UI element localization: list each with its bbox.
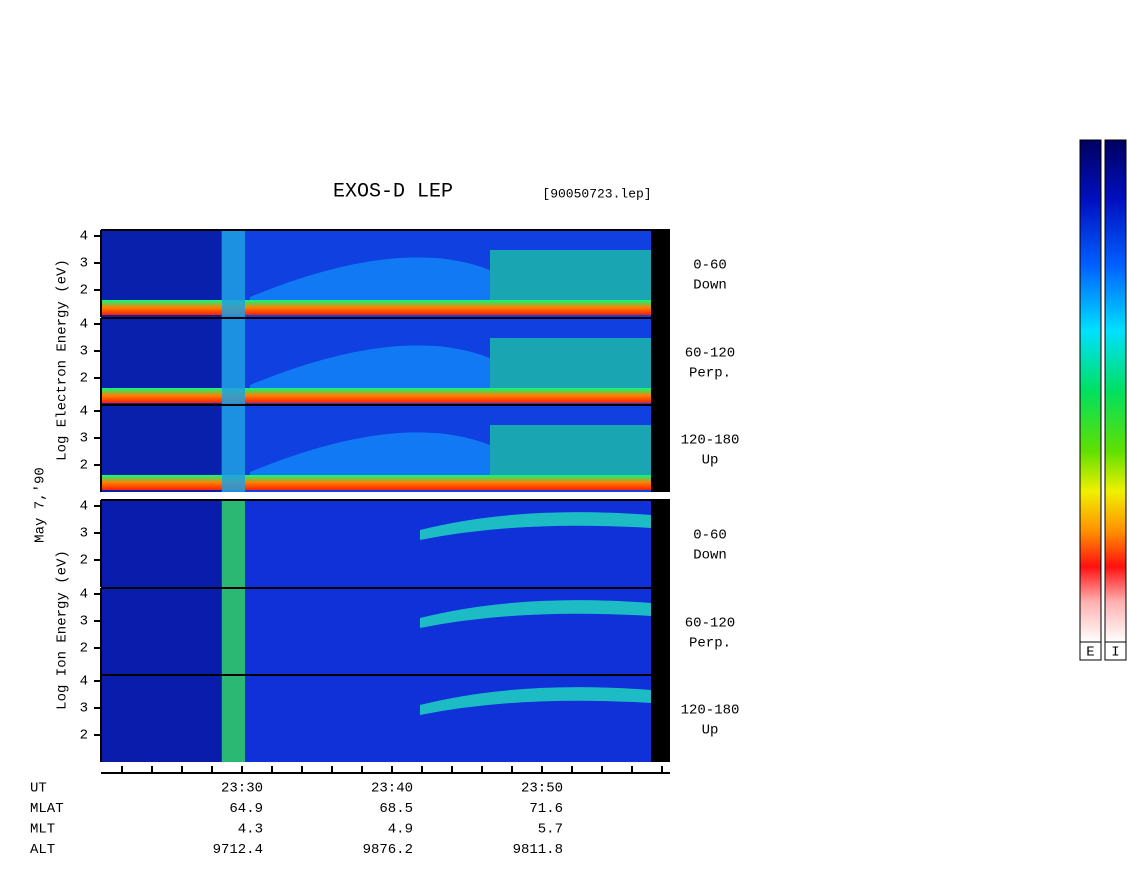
flux-region xyxy=(490,250,651,307)
energy-tick-label: 4 xyxy=(80,587,88,603)
angle-label: 60-120 xyxy=(685,346,735,362)
colorbar-label-box xyxy=(1079,641,1102,661)
energy-tick-label: 2 xyxy=(80,553,88,569)
angle-label: 0-60 xyxy=(693,258,727,274)
stripe xyxy=(222,675,245,762)
panel-dark xyxy=(101,675,221,762)
flux-region xyxy=(420,600,651,628)
energy-tick-label: 2 xyxy=(80,641,88,657)
date: May 7,'90 xyxy=(33,467,49,543)
row-value: 9811.8 xyxy=(513,842,563,858)
stripe xyxy=(222,230,245,317)
low-energy-band xyxy=(101,300,651,315)
row-value: 68.5 xyxy=(379,801,413,817)
stripe xyxy=(222,405,245,492)
row-label: MLT xyxy=(30,822,55,838)
blank-region xyxy=(651,230,670,317)
row-label: MLAT xyxy=(30,801,64,817)
direction-label: Up xyxy=(702,723,719,739)
direction-label: Down xyxy=(693,278,727,294)
colorbar xyxy=(1104,139,1127,643)
title: EXOS-D LEP xyxy=(333,180,453,203)
panel-dark xyxy=(101,588,221,675)
electron-axis-label: Log Electron Energy (eV) xyxy=(55,259,71,461)
direction-label: Perp. xyxy=(689,366,731,382)
row-value: 5.7 xyxy=(538,822,563,838)
energy-tick-label: 3 xyxy=(80,431,88,447)
blank-region xyxy=(651,500,670,587)
angle-label: 0-60 xyxy=(693,528,727,544)
direction-label: Down xyxy=(693,548,727,564)
stripe xyxy=(222,588,245,675)
file-name: [90050723.lep] xyxy=(542,186,651,201)
energy-tick-label: 2 xyxy=(80,458,88,474)
low-energy-band xyxy=(101,388,651,403)
row-value: 4.9 xyxy=(388,822,413,838)
blank-region xyxy=(651,318,670,405)
energy-tick-label: 2 xyxy=(80,728,88,744)
blank-region xyxy=(651,588,670,675)
direction-label: Up xyxy=(702,453,719,469)
energy-tick-label: 3 xyxy=(80,256,88,272)
stripe xyxy=(222,500,245,587)
energy-tick-label: 3 xyxy=(80,344,88,360)
flux-region xyxy=(490,338,651,395)
row-value: 64.9 xyxy=(229,801,263,817)
ion-axis-label: Log Ion Energy (eV) xyxy=(55,550,71,710)
colorbar xyxy=(1079,139,1102,643)
angle-label: 120-180 xyxy=(681,703,740,719)
row-value: 9876.2 xyxy=(363,842,413,858)
angle-label: 120-180 xyxy=(681,433,740,449)
row-value: 71.6 xyxy=(529,801,563,817)
energy-tick-label: 4 xyxy=(80,499,88,515)
row-value: 4.3 xyxy=(238,822,263,838)
colorbar-label-box xyxy=(1104,641,1127,661)
blank-region xyxy=(651,675,670,762)
low-energy-band xyxy=(101,475,651,490)
colorbar-label: E xyxy=(1086,645,1094,661)
stripe xyxy=(222,318,245,405)
flux-region xyxy=(420,687,651,715)
row-value: 23:50 xyxy=(521,781,563,797)
energy-tick-label: 4 xyxy=(80,404,88,420)
spectrogram: 4 3 2 0-60 Down 4 3 2 60-120 Perp. 4 3 2 120-180 Up 4 3 2… xyxy=(80,229,740,762)
row-value: 23:30 xyxy=(221,781,263,797)
energy-tick-label: 2 xyxy=(80,283,88,299)
row-label: UT xyxy=(30,781,47,797)
flux-region xyxy=(490,425,651,482)
direction-label: Perp. xyxy=(689,636,731,652)
colorbar-label: I xyxy=(1111,645,1119,661)
energy-tick-label: 4 xyxy=(80,674,88,690)
energy-tick-label: 4 xyxy=(80,317,88,333)
energy-tick-label: 4 xyxy=(80,229,88,245)
row-value: 9712.4 xyxy=(213,842,263,858)
energy-tick-label: 3 xyxy=(80,526,88,542)
row-label: ALT xyxy=(30,842,55,858)
blank-region xyxy=(651,405,670,492)
energy-tick-label: 2 xyxy=(80,371,88,387)
flux-region xyxy=(250,345,490,390)
flux-region xyxy=(250,432,490,477)
flux-region xyxy=(250,257,490,302)
angle-label: 60-120 xyxy=(685,616,735,632)
energy-tick-label: 3 xyxy=(80,614,88,630)
row-value: 23:40 xyxy=(371,781,413,797)
flux-region xyxy=(420,512,651,540)
panel-dark xyxy=(101,500,221,587)
energy-tick-label: 3 xyxy=(80,701,88,717)
